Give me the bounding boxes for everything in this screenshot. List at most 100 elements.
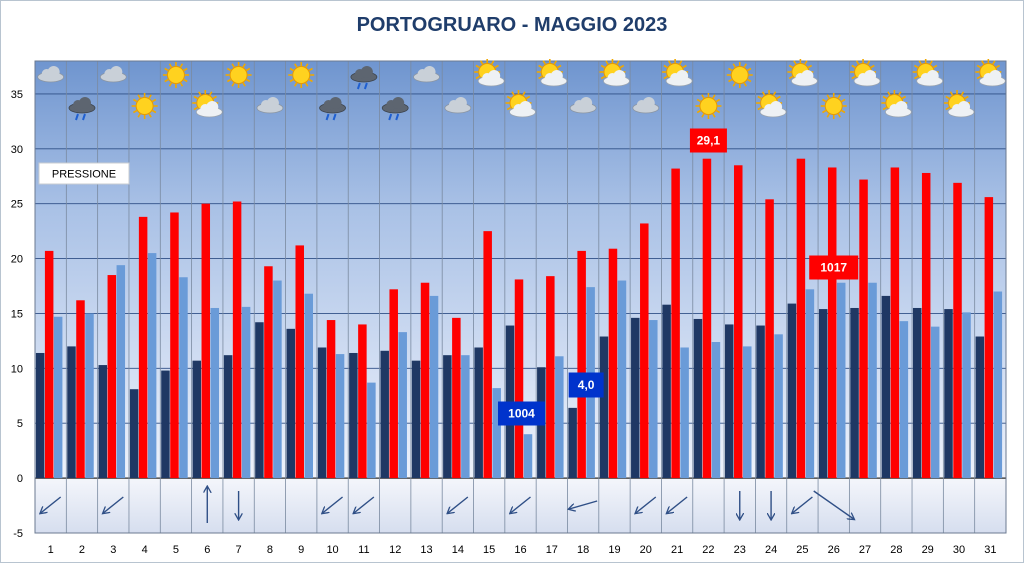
- bar-series-1: [129, 389, 139, 479]
- y-tick-label: 25: [11, 199, 23, 211]
- wind-arrow-icon: [448, 496, 469, 513]
- bar-series-2: [702, 158, 712, 479]
- x-tick-label: 23: [734, 544, 746, 556]
- x-tick-label: 19: [608, 544, 620, 556]
- bar-series-3: [962, 312, 971, 479]
- bar-series-2: [389, 289, 398, 479]
- bar-series-3: [680, 347, 689, 479]
- bar-series-2: [577, 250, 586, 479]
- wind-arrow-icon: [354, 496, 375, 513]
- bar-series-2: [326, 320, 336, 479]
- bar-series-2: [890, 167, 900, 479]
- bar-series-1: [881, 295, 891, 479]
- bar-series-1: [255, 322, 264, 479]
- x-tick-label: 12: [389, 544, 401, 556]
- bar-series-2: [984, 197, 994, 479]
- bar-series-2: [921, 172, 931, 479]
- bar-series-2: [358, 324, 367, 479]
- bar-series-2: [796, 158, 806, 479]
- y-tick-label: 0: [17, 473, 23, 485]
- x-tick-label: 5: [173, 544, 179, 556]
- bar-series-3: [743, 346, 752, 479]
- bar-series-3: [868, 282, 877, 479]
- wind-arrow-icon: [569, 500, 598, 509]
- label-box-text: PRESSIONE: [52, 169, 116, 181]
- wind-arrow-icon: [636, 496, 657, 513]
- bar-series-2: [514, 279, 524, 479]
- bar-series-2: [264, 266, 273, 479]
- storm-cloud-icon: [68, 97, 96, 121]
- wind-arrow-icon: [103, 496, 124, 513]
- bar-series-1: [599, 336, 609, 479]
- bar-series-3: [617, 280, 627, 479]
- bar-series-3: [210, 307, 220, 479]
- bar-series-3: [836, 282, 846, 479]
- label-box: [689, 128, 727, 153]
- sun-icon: [288, 62, 315, 88]
- sun-cloud-icon: [474, 59, 505, 87]
- bar-series-3: [774, 334, 783, 479]
- sun-cloud-icon: [881, 90, 912, 118]
- y-tick-label: 20: [11, 254, 23, 266]
- y-tick-label: 10: [11, 363, 23, 375]
- sun-cloud-icon: [599, 59, 630, 87]
- x-tick-label: 26: [828, 544, 840, 556]
- x-tick-label: 11: [358, 544, 369, 556]
- label-box-text: 1004: [508, 407, 535, 421]
- bar-series-1: [349, 352, 358, 479]
- x-tick-label: 1: [48, 544, 54, 556]
- bar-series-3: [367, 382, 376, 479]
- bar-series-2: [170, 212, 179, 479]
- bar-series-3: [492, 388, 501, 479]
- bar-series-3: [993, 291, 1003, 479]
- bar-series-2: [734, 165, 743, 479]
- bar-series-3: [241, 306, 251, 479]
- x-tick-label: 7: [236, 544, 242, 556]
- bar-series-1: [850, 307, 859, 479]
- x-tick-label: 9: [298, 544, 304, 556]
- bar-series-3: [461, 355, 470, 479]
- bar-series-3: [335, 354, 345, 479]
- x-tick-label: 17: [546, 544, 558, 556]
- bar-series-2: [859, 179, 868, 479]
- bar-series-3: [805, 289, 815, 479]
- sun-cloud-icon: [850, 59, 881, 87]
- x-tick-label: 3: [110, 544, 116, 556]
- sun-cloud-icon: [192, 90, 223, 118]
- bar-series-2: [107, 275, 117, 479]
- wind-arrow-icon: [792, 496, 813, 513]
- wind-arrow-icon: [323, 496, 344, 513]
- bar-series-1: [380, 350, 389, 479]
- sun-icon: [162, 62, 189, 88]
- y-tick-label: -5: [13, 528, 23, 540]
- x-tick-label: 21: [671, 544, 683, 556]
- plot-border: [34, 60, 1007, 534]
- bar-series-1: [725, 324, 734, 479]
- bar-series-1: [944, 309, 953, 479]
- x-tick-label: 6: [204, 544, 210, 556]
- cloud-icon: [37, 66, 65, 83]
- x-tick-label: 2: [79, 544, 85, 556]
- bar-series-3: [116, 265, 126, 479]
- x-tick-label: 16: [514, 544, 526, 556]
- x-tick-label: 13: [420, 544, 432, 556]
- storm-cloud-icon: [381, 97, 409, 121]
- bar-series-3: [523, 434, 533, 479]
- x-tick-label: 30: [953, 544, 965, 556]
- bar-series-1: [787, 303, 797, 479]
- bar-series-2: [546, 276, 555, 479]
- x-tick-label: 29: [922, 544, 934, 556]
- x-tick-label: 22: [702, 544, 714, 556]
- bar-series-1: [67, 346, 76, 479]
- bar-series-3: [147, 253, 157, 479]
- bar-series-2: [827, 167, 837, 479]
- bar-series-2: [483, 231, 492, 479]
- bar-series-1: [411, 360, 421, 479]
- bar-series-2: [640, 223, 649, 479]
- sun-icon: [695, 93, 722, 119]
- cloud-icon: [256, 97, 284, 114]
- x-tick-label: 24: [765, 544, 777, 556]
- bar-series-1: [912, 307, 922, 479]
- x-tick-label: 4: [142, 544, 148, 556]
- label-box: [38, 162, 130, 185]
